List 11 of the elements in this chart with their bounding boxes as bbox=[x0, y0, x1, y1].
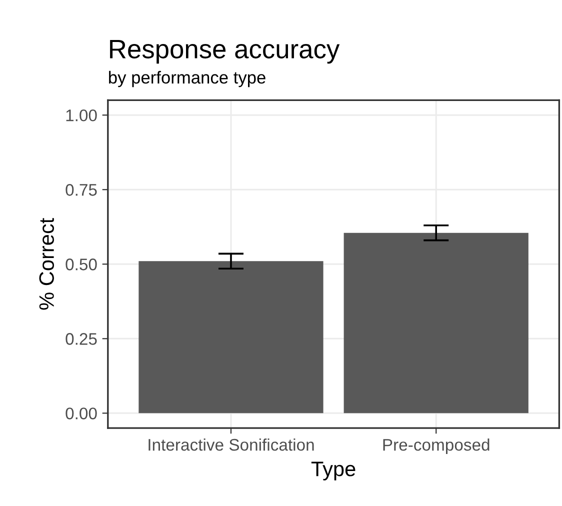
x-axis-title: Type bbox=[311, 462, 356, 480]
y-tick-label: 0.25 bbox=[66, 333, 97, 345]
y-tick-label: 1.00 bbox=[66, 109, 97, 122]
y-tick-label: 0.50 bbox=[66, 258, 97, 270]
chart-title: Response accuracy bbox=[110, 40, 340, 64]
chart-subtitle: by performance type bbox=[109, 70, 266, 88]
x-tick-label: Pre-composed bbox=[383, 438, 490, 454]
x-tick-label: Interactive Sonification bbox=[148, 438, 314, 451]
y-tick-label: 0.00 bbox=[66, 408, 97, 420]
y-tick-label: 0.75 bbox=[66, 184, 97, 196]
y-axis-title: % Correct bbox=[39, 218, 54, 310]
